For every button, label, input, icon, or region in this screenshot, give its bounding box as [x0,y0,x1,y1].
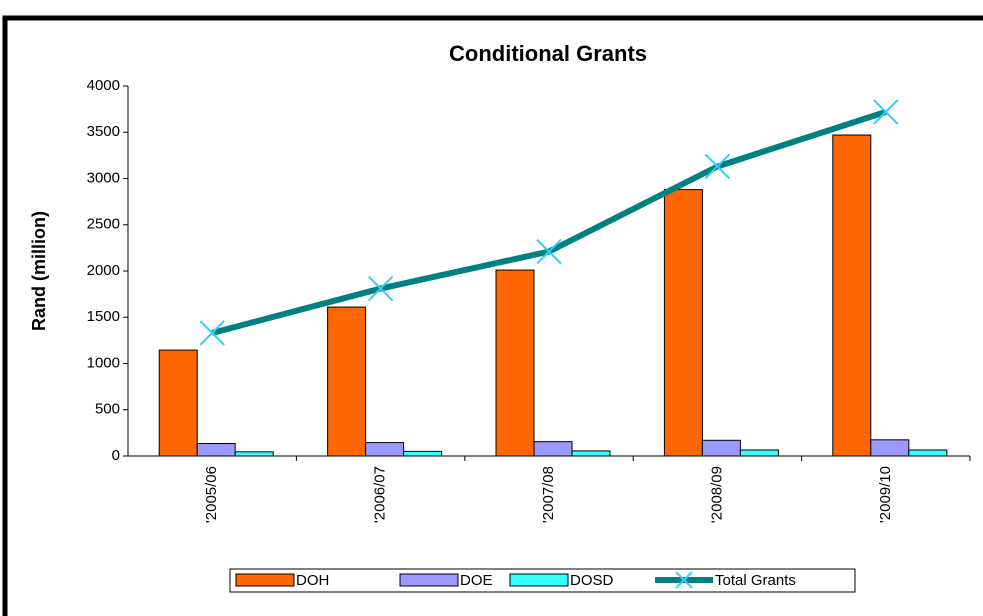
x-tick-label: '2009/10 [877,466,894,523]
legend-label: DOH [296,572,329,589]
bar [533,441,573,457]
x-tick-label: '2008/09 [708,466,725,523]
legend-swatch [399,573,459,587]
bar [908,449,948,457]
legend-swatch [235,573,295,587]
marker [199,320,225,346]
bar [403,450,443,457]
bar [327,306,367,457]
y-tick-label: 4000 [87,77,120,94]
y-tick-label: 1500 [87,308,120,325]
bar [663,189,703,457]
x-tick-label: '2007/08 [540,466,557,523]
marker [704,153,731,180]
x-tick-label: '2005/06 [203,466,220,523]
legend-label: Total Grants [715,572,796,589]
bar [196,443,236,457]
bar [495,269,535,457]
legend-swatch [509,573,569,587]
bar [739,449,779,457]
y-tick-label: 0 [112,447,120,464]
marker [536,238,562,265]
marker [367,275,394,302]
bar [571,450,611,457]
bar [365,442,405,457]
legend-label: DOSD [570,572,614,589]
marker [873,99,899,125]
chart-frame [2,15,983,616]
legend-marker [675,571,693,589]
bar [158,349,198,457]
legend-label: DOE [460,572,493,589]
y-tick-label: 3500 [87,123,120,140]
bar [832,134,872,457]
bar [701,439,741,457]
chart-title: Conditional Grants [449,41,647,66]
y-tick-label: 1000 [87,354,120,371]
bar [234,451,274,457]
x-tick-label: '2006/07 [372,466,389,523]
bar [870,439,910,457]
y-tick-label: 2000 [87,262,120,279]
y-axis-label: Rand (million) [29,211,49,331]
y-tick-label: 500 [95,401,120,418]
y-tick-label: 3000 [87,169,120,186]
y-tick-label: 2500 [87,216,120,233]
